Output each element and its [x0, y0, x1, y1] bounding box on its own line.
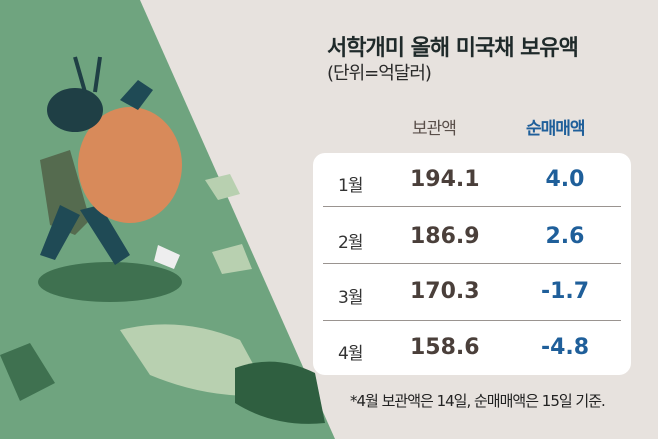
- column-header-holding: 보관액: [412, 119, 457, 139]
- paper-icon: [154, 245, 180, 269]
- paper-icon: [212, 244, 252, 274]
- net-cell: 4.0: [545, 167, 585, 192]
- month-cell: 1월: [338, 176, 363, 196]
- column-header-net: 순매매액: [526, 119, 586, 139]
- data-table: 1월 194.1 4.0 2월 186.9 2.6 3월 170.3 -1.7 …: [313, 153, 631, 375]
- table-row: 1월 194.1 4.0: [313, 153, 631, 210]
- paper-icon: [120, 324, 270, 396]
- paper-icon: [235, 361, 325, 424]
- footnote: *4월 보관액은 14일, 순매매액은 15일 기준.: [350, 392, 606, 410]
- paper-icon: [0, 343, 55, 401]
- ant-head: [47, 88, 103, 132]
- month-cell: 3월: [338, 288, 363, 308]
- table-row: 2월 186.9 2.6: [313, 210, 631, 267]
- money-bag: [78, 107, 182, 223]
- net-cell: -4.8: [540, 335, 590, 360]
- table-row: 4월 158.6 -4.8: [313, 321, 631, 378]
- unit-label: (단위=억달러): [327, 63, 432, 84]
- page-title: 서학개미 올해 미국채 보유액: [327, 36, 579, 61]
- table-row: 3월 170.3 -1.7: [313, 265, 631, 322]
- ant-hand: [120, 80, 153, 110]
- holding-cell: 158.6: [410, 335, 480, 360]
- row-divider: [323, 320, 621, 321]
- row-divider: [323, 206, 621, 207]
- month-cell: 2월: [338, 233, 363, 253]
- holding-cell: 170.3: [410, 279, 480, 304]
- net-cell: -1.7: [540, 279, 590, 304]
- paper-icon: [205, 174, 240, 200]
- holding-cell: 194.1: [410, 167, 480, 192]
- net-cell: 2.6: [545, 224, 585, 249]
- row-divider: [323, 263, 621, 264]
- ant-legs: [40, 205, 130, 265]
- month-cell: 4월: [338, 344, 363, 364]
- shadow: [38, 262, 182, 302]
- antennae: [73, 56, 102, 93]
- holding-cell: 186.9: [410, 224, 480, 249]
